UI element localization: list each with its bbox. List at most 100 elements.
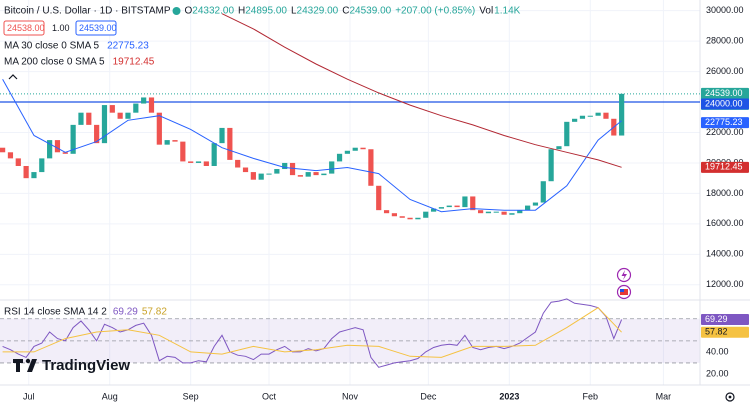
ohlc-key: O — [185, 6, 193, 17]
candle-body — [587, 115, 593, 117]
y-tick-label: 30000.00 — [706, 5, 744, 15]
candle-body — [376, 185, 382, 211]
rsi-tag-box — [701, 314, 749, 326]
candle-body — [235, 159, 241, 168]
rsi-tag: 69.29 — [705, 314, 728, 324]
ohlc-value: 24332.00 — [192, 6, 234, 17]
candle-body — [305, 172, 311, 177]
level-tag-box — [701, 98, 749, 110]
candle-body — [360, 147, 366, 150]
candle-body — [297, 175, 303, 177]
ohlc-value: 24539.00 — [349, 6, 391, 17]
candle-body — [493, 211, 499, 213]
candle-body — [164, 140, 170, 145]
candle-body — [446, 205, 452, 208]
candle-body — [368, 149, 374, 186]
candle-body — [54, 140, 61, 153]
candle-body — [391, 213, 398, 217]
candle-body — [532, 202, 539, 206]
candle-body — [509, 213, 515, 215]
candle-body — [31, 172, 37, 179]
y-tick-label: 16000.00 — [706, 218, 744, 228]
ohlc-value: 24329.00 — [297, 6, 339, 17]
candle-body — [250, 172, 256, 180]
candle-body — [548, 149, 554, 182]
candle-body — [564, 121, 570, 147]
rsi-name: RSI 14 close SMA 14 2 — [4, 307, 107, 318]
ma-tag: 22775.23 — [705, 117, 743, 127]
candle-body — [219, 127, 225, 144]
candle-body — [172, 140, 178, 142]
candle-body — [352, 147, 358, 151]
change: +207.00 (+0.85%) — [395, 6, 475, 17]
candle-body — [321, 173, 327, 176]
x-tick-label: 2023 — [499, 391, 519, 401]
brand: TradingView — [42, 357, 130, 374]
x-tick-label: Sep — [183, 391, 199, 401]
candle-body — [203, 161, 209, 166]
series-value: 22775.23 — [107, 41, 149, 52]
candle-body — [86, 112, 92, 125]
quote-box — [75, 20, 117, 36]
settings-icon[interactable] — [725, 392, 735, 402]
candle-body — [148, 97, 155, 113]
collapse-icon[interactable] — [8, 74, 18, 80]
event-icons[interactable] — [616, 267, 632, 300]
series-name: MA 200 close 0 SMA 5 — [4, 57, 105, 68]
candle-body — [133, 103, 139, 113]
candle-body — [274, 169, 280, 174]
candle-body — [525, 205, 531, 211]
rsi-ma-line — [2, 307, 622, 358]
ohlc-key: C — [342, 6, 349, 17]
rsi-tick-label: 40.00 — [706, 346, 729, 356]
candle-body — [572, 118, 578, 122]
candle-body — [109, 105, 115, 113]
candle-body — [556, 146, 562, 150]
candle-body — [242, 167, 249, 173]
legend: Bitcoin / U.S. Dollar · 1D · BITSTAMP O 24… — [3, 6, 521, 318]
candle-body — [0, 147, 6, 153]
quote: 24538.00 — [7, 23, 45, 33]
candle-body — [117, 112, 123, 119]
candle-body — [438, 207, 445, 209]
x-tick-label: Feb — [583, 391, 599, 401]
rsi-ma-value: 57.82 — [142, 307, 167, 318]
candle-body — [470, 196, 476, 211]
last-price-tag: 24539.00 — [705, 88, 743, 98]
series-name: MA 30 close 0 SMA 5 — [4, 41, 99, 52]
candle-body — [23, 165, 29, 179]
candle-body — [344, 150, 350, 154]
grid: 30000.0028000.0026000.0022000.0020000.00… — [0, 0, 744, 401]
candle-body — [407, 217, 413, 220]
y-tick-label: 12000.00 — [706, 279, 744, 289]
rsi-value: 69.29 — [113, 307, 138, 318]
y-tick-label: 22000.00 — [706, 127, 744, 137]
y-tick-label: 18000.00 — [706, 188, 744, 198]
ma-tag-box — [701, 161, 749, 173]
rsi-tick-label: 20.00 — [706, 368, 729, 378]
candle-body — [141, 97, 147, 104]
vol-value: 1.14K — [494, 6, 520, 17]
ma-line — [2, 78, 622, 213]
candle-body — [78, 112, 84, 125]
x-tick-label: Jul — [23, 391, 35, 401]
candle-body — [180, 141, 186, 162]
candle-body — [62, 152, 68, 154]
logo — [13, 358, 37, 372]
candle-body — [603, 112, 609, 119]
candle-body — [266, 173, 272, 175]
candle-body — [101, 105, 108, 144]
marks — [0, 13, 700, 368]
candle-body — [540, 181, 546, 203]
candle-body — [430, 208, 437, 212]
quote: 24539.00 — [79, 23, 117, 33]
x-tick-label: Aug — [102, 391, 118, 401]
candle-body — [313, 172, 319, 176]
candle-body — [15, 158, 21, 166]
candle-body — [423, 211, 429, 218]
candle-body — [336, 153, 343, 162]
ohlc-value: 24895.00 — [245, 6, 287, 17]
y-tick-label: 26000.00 — [706, 66, 744, 76]
